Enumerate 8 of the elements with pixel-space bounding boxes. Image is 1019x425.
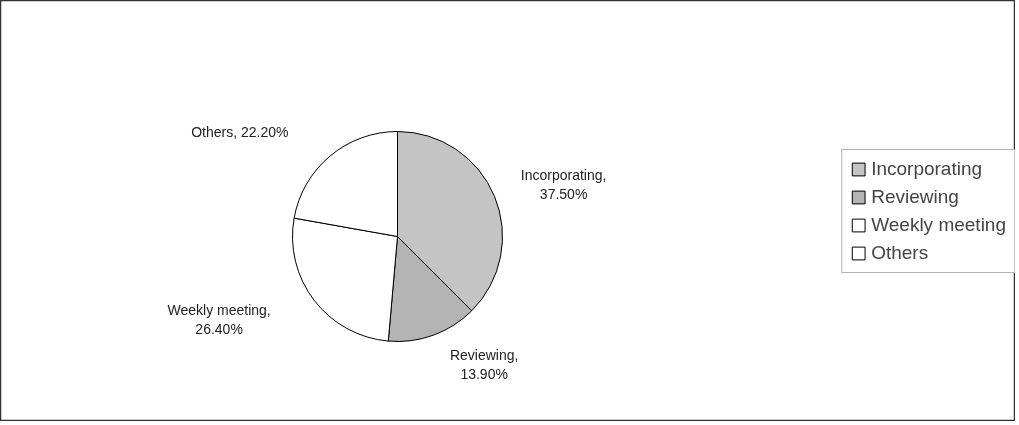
legend-label: Others — [871, 241, 929, 264]
legend-label: Incorporating — [871, 157, 983, 180]
legend-label: Weekly meeting — [871, 213, 1006, 236]
data-label: Reviewing, 13.90% — [449, 347, 519, 383]
data-label: Incorporating, 37.50% — [520, 166, 607, 202]
data-label: Others, 22.20% — [191, 123, 289, 140]
legend-label: Reviewing — [871, 185, 959, 208]
data-label: Weekly meeting, 26.40% — [167, 301, 271, 338]
